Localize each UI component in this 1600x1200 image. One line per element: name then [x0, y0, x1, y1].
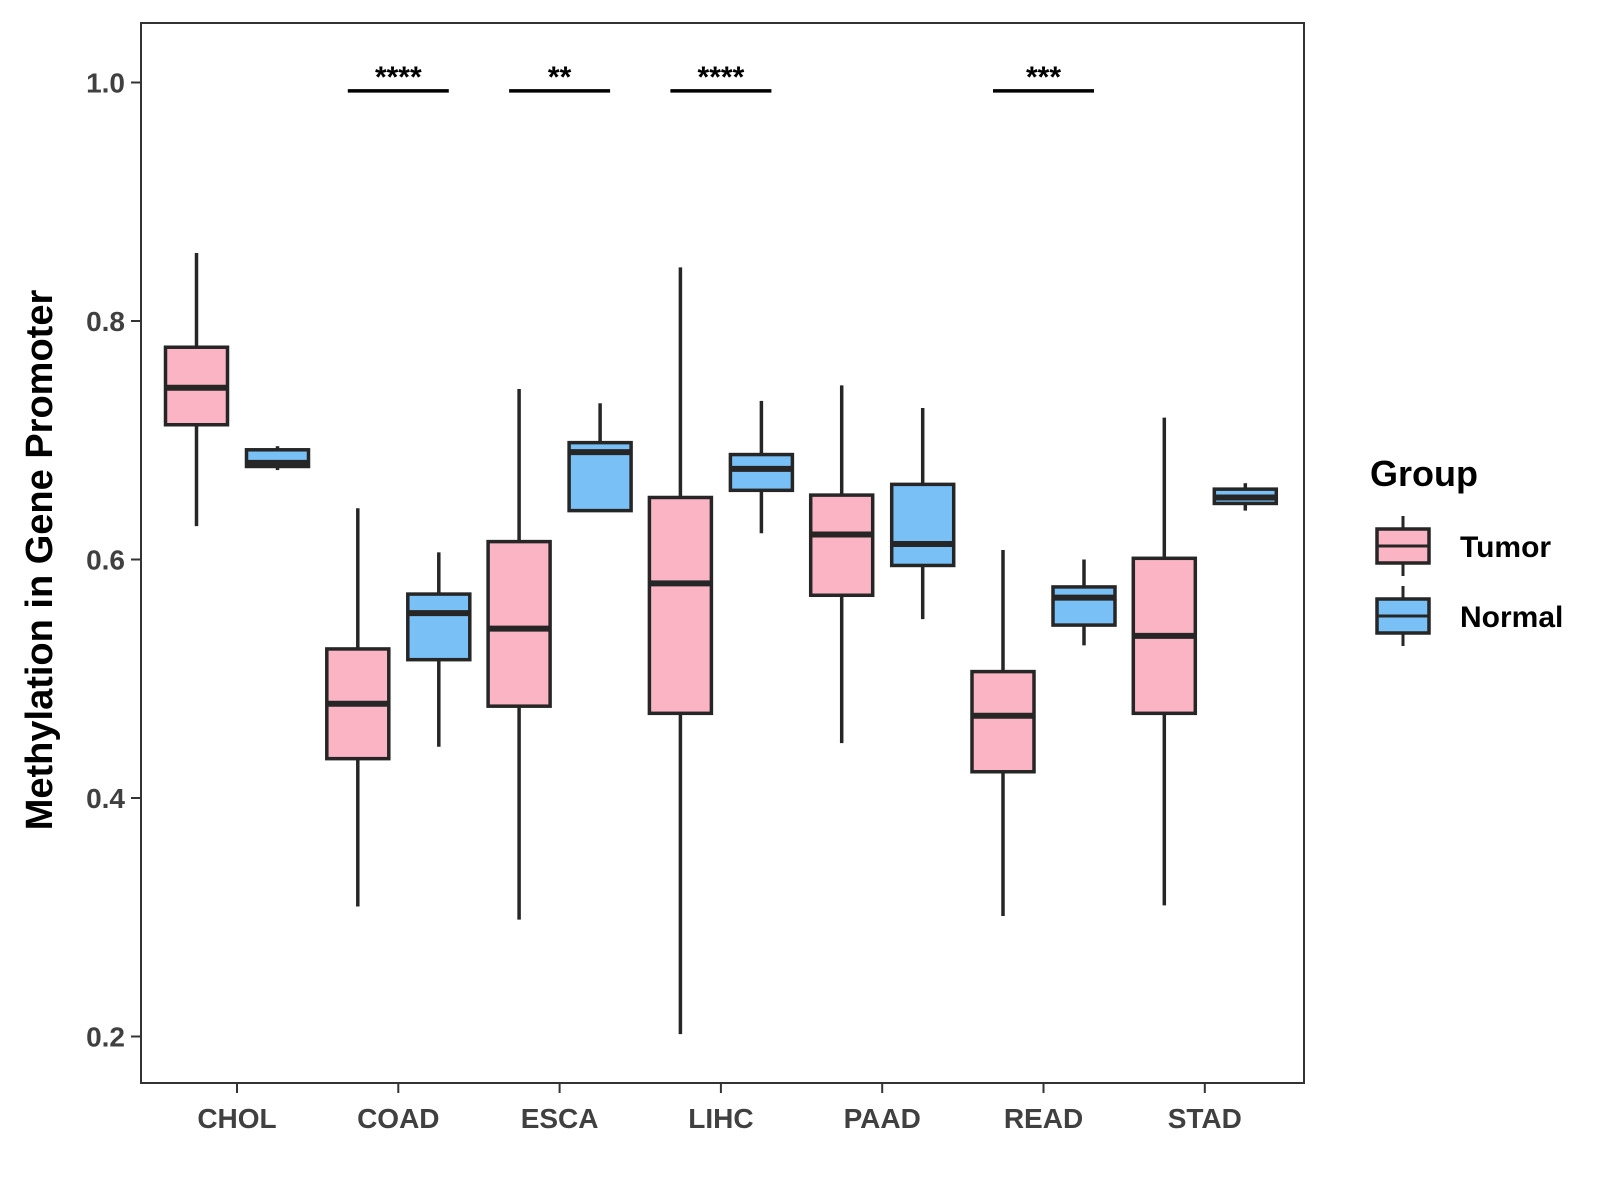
axes: 0.2 0.4 0.6 0.8 1.0 CHOL COAD ESCA LIHC PAAD READ S… [86, 22, 1305, 1134]
significance-label: **** [698, 61, 745, 94]
box-normal-stad [1212, 483, 1279, 511]
y-tick-label: 1.0 [86, 68, 125, 99]
box-tumor-esca [486, 388, 552, 920]
significance-lihc: **** [670, 61, 772, 94]
legend-label-normal: Normal [1460, 601, 1563, 634]
box-normal-esca [567, 403, 633, 513]
significance-label: ** [548, 61, 572, 94]
significance-esca: ** [509, 61, 611, 94]
legend-key-normal [1375, 586, 1431, 646]
box-tumor-read [970, 549, 1036, 917]
significance-coad: **** [347, 61, 449, 94]
panel-border [140, 22, 1305, 1084]
legend-label-tumor: Tumor [1460, 531, 1551, 564]
y-tick-label: 0.6 [86, 545, 125, 576]
box-normal-read [1051, 559, 1117, 646]
x-tick-label-chol: CHOL [197, 1103, 276, 1134]
iqr-box [970, 669, 1036, 774]
iqr-box [728, 452, 795, 493]
box-normal-lihc [728, 400, 795, 534]
x-tick-label-esca: ESCA [521, 1103, 599, 1134]
legend-key-tumor [1375, 516, 1431, 576]
iqr-box [808, 493, 875, 598]
box-normal-coad [406, 552, 472, 747]
box-normal-paad [889, 408, 956, 620]
significance-label: *** [1026, 61, 1061, 94]
x-tick-label-paad: PAAD [844, 1103, 921, 1134]
legend-entry-normal: Normal [1375, 586, 1563, 646]
plot-area [163, 253, 1279, 1035]
iqr-box [406, 592, 472, 662]
box-tumor-chol [163, 253, 230, 527]
box-tumor-coad [325, 508, 391, 907]
x-tick-label-lihc: LIHC [688, 1103, 753, 1134]
significance-read: *** [993, 61, 1094, 94]
box-tumor-lihc [647, 267, 714, 1035]
iqr-box [1051, 585, 1117, 627]
y-tick-label: 0.4 [86, 783, 125, 814]
y-tick-label: 0.8 [86, 306, 125, 337]
legend-entry-tumor: Tumor [1375, 516, 1551, 576]
y-tick-label: 0.2 [86, 1022, 125, 1053]
box-tumor-paad [808, 385, 875, 744]
box-normal-chol [244, 446, 311, 471]
iqr-box [647, 495, 714, 716]
significance-label: **** [375, 61, 422, 94]
x-tick-label-coad: COAD [357, 1103, 439, 1134]
x-tick-label-stad: STAD [1168, 1103, 1242, 1134]
legend-title: Group [1370, 453, 1478, 494]
iqr-box [889, 482, 956, 568]
significance-annotations: **** ** **** *** [347, 61, 1094, 94]
y-axis-title: Methylation in Gene Promoter [19, 290, 61, 831]
legend: Group Tumor Normal [1370, 453, 1563, 646]
iqr-box [486, 539, 552, 708]
x-tick-label-read: READ [1004, 1103, 1083, 1134]
box-tumor-stad [1131, 417, 1198, 906]
